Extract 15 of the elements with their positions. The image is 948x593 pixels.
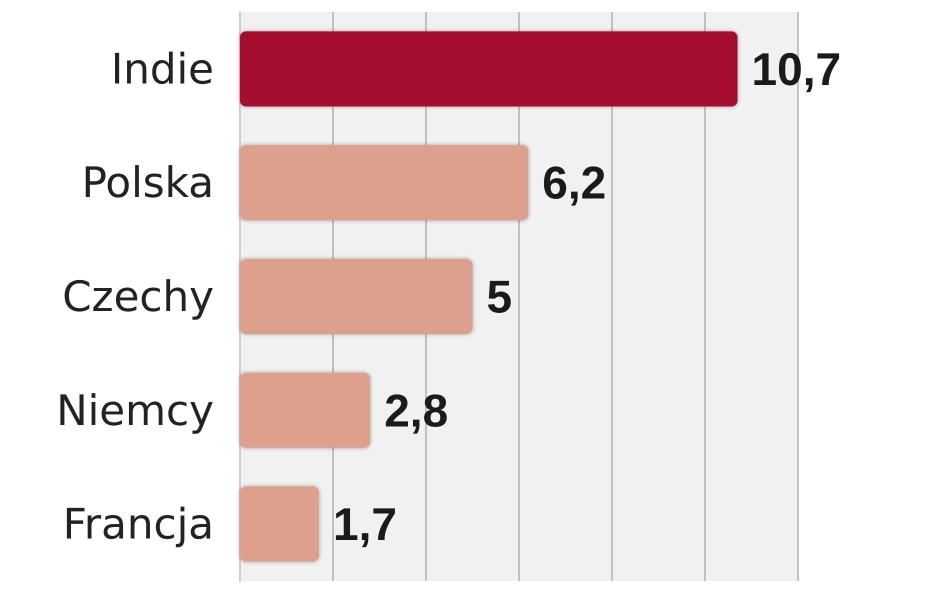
y-tick-label: Polska bbox=[82, 158, 214, 208]
bar bbox=[240, 31, 738, 106]
data-label: 10,7 bbox=[752, 42, 842, 95]
bar bbox=[240, 372, 370, 448]
bar bbox=[240, 486, 320, 562]
data-label: 5 bbox=[486, 270, 512, 322]
y-tick-label: Niemcy bbox=[56, 386, 214, 435]
bar bbox=[240, 145, 528, 220]
y-tick-label: Czechy bbox=[62, 272, 214, 321]
data-label: 1,7 bbox=[333, 498, 398, 550]
data-label: 2,8 bbox=[384, 384, 448, 436]
bar bbox=[240, 258, 472, 334]
y-tick-label: Indie bbox=[110, 44, 214, 94]
y-tick-label: Francja bbox=[62, 500, 214, 549]
data-label: 6,2 bbox=[542, 156, 606, 209]
